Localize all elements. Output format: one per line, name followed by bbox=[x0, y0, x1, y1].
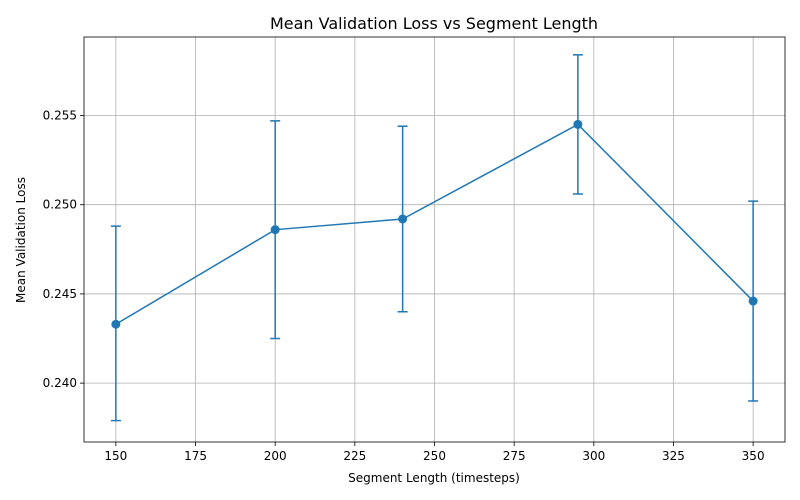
y-tick-label: 0.240 bbox=[43, 376, 77, 390]
x-tick-label: 275 bbox=[503, 449, 526, 463]
grid bbox=[84, 37, 785, 442]
data-point bbox=[111, 320, 120, 329]
data-point bbox=[749, 297, 758, 306]
data-point bbox=[271, 225, 280, 234]
y-tick-label: 0.255 bbox=[43, 109, 77, 123]
x-tick-label: 200 bbox=[264, 449, 287, 463]
x-tick-label: 350 bbox=[742, 449, 765, 463]
y-tick-label: 0.245 bbox=[43, 287, 77, 301]
chart-title: Mean Validation Loss vs Segment Length bbox=[270, 14, 598, 33]
x-axis-label: Segment Length (timesteps) bbox=[348, 471, 520, 485]
y-axis-label: Mean Validation Loss bbox=[14, 177, 28, 303]
data-point bbox=[573, 120, 582, 129]
x-tick-label: 150 bbox=[104, 449, 127, 463]
x-tick-label: 250 bbox=[423, 449, 446, 463]
y-tick-label: 0.250 bbox=[43, 198, 77, 212]
x-tick-label: 325 bbox=[662, 449, 685, 463]
x-tick-label: 300 bbox=[582, 449, 605, 463]
x-tick-label: 175 bbox=[184, 449, 207, 463]
data-point bbox=[398, 214, 407, 223]
x-tick-label: 225 bbox=[343, 449, 366, 463]
